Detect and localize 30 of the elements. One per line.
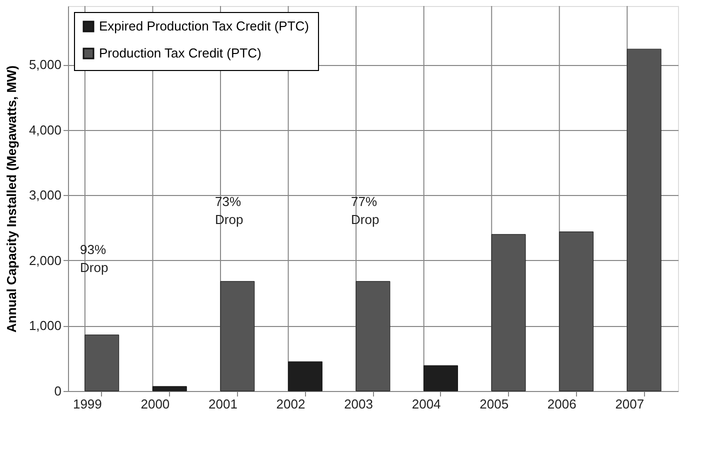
annotation: 77% Drop xyxy=(351,194,380,227)
y-tick-label: 0 xyxy=(54,384,62,398)
bar xyxy=(559,232,594,392)
x-tick-label: 2002 xyxy=(276,396,306,412)
y-tick-label: 5,000 xyxy=(28,57,62,72)
bar xyxy=(152,386,187,392)
bar xyxy=(220,281,255,392)
y-tick-label: 4,000 xyxy=(28,122,62,138)
bar xyxy=(424,365,458,392)
y-tick-label: 3,000 xyxy=(28,188,62,203)
x-tick-label: 1999 xyxy=(72,396,102,412)
y-tick-label: 2,000 xyxy=(28,252,62,268)
bar xyxy=(356,281,390,392)
x-tick-label: 2003 xyxy=(344,396,373,412)
x-tick-label: 2006 xyxy=(547,396,576,412)
bar xyxy=(84,334,120,392)
x-tick-label: 2001 xyxy=(208,396,238,412)
bar xyxy=(626,48,662,392)
legend-label: Expired Production Tax Credit (PTC) xyxy=(99,18,310,34)
legend-label: Production Tax Credit (PTC) xyxy=(99,46,262,60)
x-tick-label: 2000 xyxy=(140,396,170,412)
x-tick-label: 2007 xyxy=(615,396,644,412)
y-tick-label: 1,000 xyxy=(28,318,62,334)
x-tick-label: 2004 xyxy=(412,396,441,412)
bar xyxy=(288,361,322,392)
y-axis-title: Annual Capacity Installed (Megawatts, MW) xyxy=(4,65,19,333)
annotation: 73% Drop xyxy=(215,194,244,227)
annotation: 93% Drop xyxy=(80,242,108,275)
bar xyxy=(491,234,526,392)
x-tick-label: 2005 xyxy=(480,396,509,412)
